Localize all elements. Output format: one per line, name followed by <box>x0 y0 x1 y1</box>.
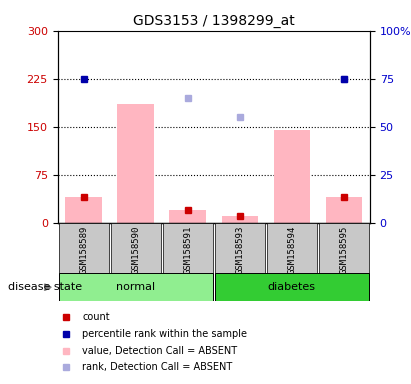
Text: value, Detection Call = ABSENT: value, Detection Call = ABSENT <box>82 346 237 356</box>
Text: GSM158594: GSM158594 <box>287 225 296 274</box>
Text: rank, Detection Call = ABSENT: rank, Detection Call = ABSENT <box>82 362 233 372</box>
Bar <box>274 130 310 223</box>
Text: GSM158593: GSM158593 <box>235 225 244 274</box>
Bar <box>59 223 109 275</box>
Text: normal: normal <box>116 282 155 292</box>
Title: GDS3153 / 1398299_at: GDS3153 / 1398299_at <box>133 14 295 28</box>
Bar <box>59 273 212 301</box>
Bar <box>215 273 369 301</box>
Bar <box>111 223 161 275</box>
Bar <box>267 223 317 275</box>
Bar <box>169 210 206 223</box>
Text: GSM158595: GSM158595 <box>339 225 349 274</box>
Bar <box>319 223 369 275</box>
Text: percentile rank within the sample: percentile rank within the sample <box>82 329 247 339</box>
Bar <box>222 216 258 223</box>
Text: GSM158590: GSM158590 <box>131 225 140 274</box>
Bar <box>163 223 212 275</box>
Bar <box>118 104 154 223</box>
Text: disease state: disease state <box>8 282 82 292</box>
Text: count: count <box>82 312 110 322</box>
Bar <box>65 197 102 223</box>
Text: GSM158591: GSM158591 <box>183 225 192 274</box>
Bar <box>326 197 362 223</box>
Text: diabetes: diabetes <box>268 282 316 292</box>
Bar <box>215 223 265 275</box>
Text: GSM158589: GSM158589 <box>79 225 88 274</box>
